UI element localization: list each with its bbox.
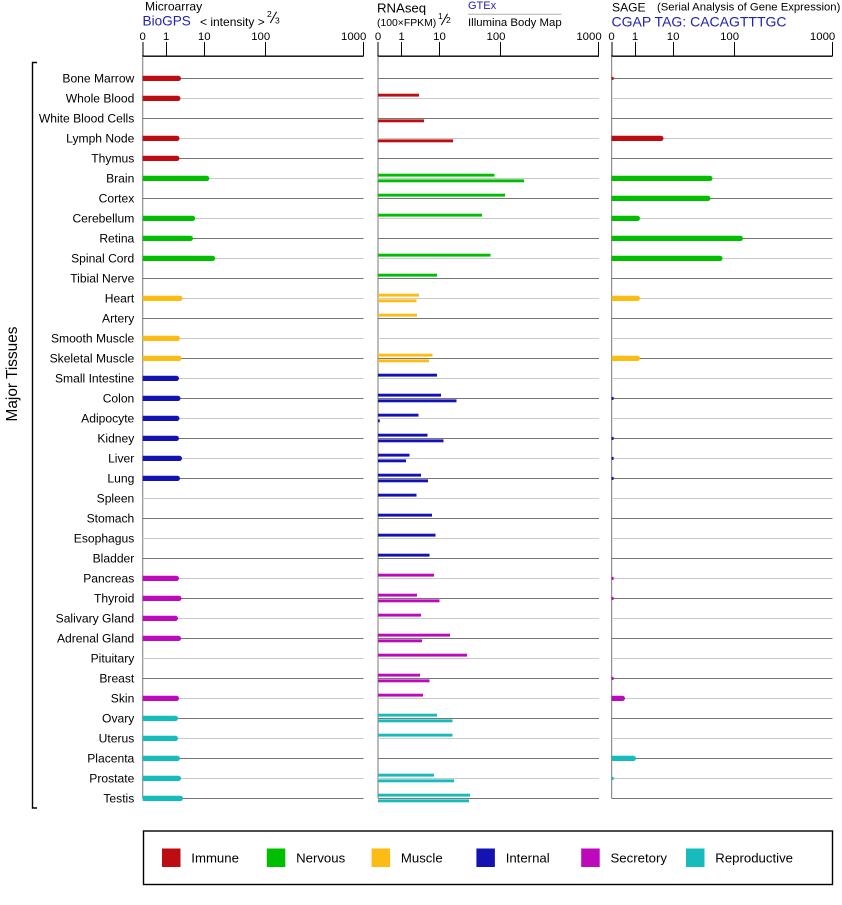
svg-text:BioGPS: BioGPS <box>143 14 191 29</box>
svg-text:Kidney: Kidney <box>97 431 135 445</box>
svg-text:Whole Blood: Whole Blood <box>66 91 135 105</box>
svg-text:2: 2 <box>446 15 451 25</box>
svg-text:White Blood Cells: White Blood Cells <box>39 111 134 125</box>
svg-text:Lung: Lung <box>107 471 134 485</box>
svg-text:Breast: Breast <box>99 671 135 685</box>
svg-text:Cerebellum: Cerebellum <box>72 211 134 225</box>
svg-text:1: 1 <box>398 31 404 43</box>
svg-text:Artery: Artery <box>102 311 135 325</box>
svg-text:Internal: Internal <box>506 851 550 866</box>
svg-text:Bladder: Bladder <box>93 551 135 565</box>
svg-text:Uterus: Uterus <box>99 731 135 745</box>
svg-text:Small Intestine: Small Intestine <box>55 371 135 385</box>
svg-text:Illumina Body Map: Illumina Body Map <box>468 17 562 29</box>
svg-text:1000: 1000 <box>810 31 835 43</box>
svg-text:Reproductive: Reproductive <box>715 851 793 866</box>
svg-text:Bone Marrow: Bone Marrow <box>62 71 134 85</box>
svg-text:Testis: Testis <box>103 791 134 805</box>
svg-text:Brain: Brain <box>106 171 134 185</box>
svg-text:0: 0 <box>375 31 381 43</box>
svg-text:10: 10 <box>433 31 446 43</box>
svg-text:(100×FPKM): (100×FPKM) <box>377 18 436 29</box>
svg-text:Pituitary: Pituitary <box>91 651 136 665</box>
svg-text:Pancreas: Pancreas <box>83 571 134 585</box>
svg-text:Spinal Cord: Spinal Cord <box>71 251 134 265</box>
svg-text:Salivary Gland: Salivary Gland <box>56 611 135 625</box>
svg-text:Smooth Muscle: Smooth Muscle <box>51 331 135 345</box>
svg-text:1: 1 <box>438 11 443 21</box>
svg-text:Heart: Heart <box>105 291 135 305</box>
svg-text:CGAP TAG: CACAGTTTGC: CGAP TAG: CACAGTTTGC <box>612 14 787 30</box>
svg-text:Skeletal Muscle: Skeletal Muscle <box>50 351 135 365</box>
svg-text:10: 10 <box>667 31 680 43</box>
svg-text:1: 1 <box>632 31 638 43</box>
svg-text:Spleen: Spleen <box>97 491 135 505</box>
svg-text:Tibial Nerve: Tibial Nerve <box>70 271 134 285</box>
svg-text:0: 0 <box>608 31 614 43</box>
svg-text:1000: 1000 <box>576 31 601 43</box>
svg-text:10: 10 <box>198 31 211 43</box>
svg-text:< intensity >: < intensity > <box>200 15 265 29</box>
svg-text:1: 1 <box>163 31 169 43</box>
svg-text:Adrenal Gland: Adrenal Gland <box>57 631 134 645</box>
svg-text:Major Tissues: Major Tissues <box>4 326 21 421</box>
svg-text:1000: 1000 <box>341 31 366 43</box>
svg-text:Secretory: Secretory <box>611 851 668 866</box>
svg-text:Placenta: Placenta <box>87 751 134 765</box>
svg-text:3: 3 <box>275 15 280 25</box>
svg-text:100: 100 <box>720 31 739 43</box>
svg-text:Colon: Colon <box>103 391 135 405</box>
svg-text:100: 100 <box>486 31 505 43</box>
svg-text:Liver: Liver <box>108 451 134 465</box>
svg-text:Nervous: Nervous <box>296 851 346 866</box>
svg-text:RNAseq: RNAseq <box>377 0 426 15</box>
svg-text:Prostate: Prostate <box>89 771 134 785</box>
svg-text:100: 100 <box>251 31 270 43</box>
svg-text:Muscle: Muscle <box>401 851 443 866</box>
svg-text:Ovary: Ovary <box>102 711 135 725</box>
svg-text:Thyroid: Thyroid <box>94 591 134 605</box>
svg-text:Immune: Immune <box>191 851 239 866</box>
svg-text:Retina: Retina <box>99 231 134 245</box>
svg-text:Adipocyte: Adipocyte <box>81 411 134 425</box>
svg-text:0: 0 <box>140 31 146 43</box>
svg-text:Microarray: Microarray <box>145 0 203 14</box>
svg-text:SAGE: SAGE <box>612 0 646 14</box>
svg-text:Skin: Skin <box>111 691 135 705</box>
svg-text:Lymph Node: Lymph Node <box>66 131 134 145</box>
svg-text:Esophagus: Esophagus <box>74 531 135 545</box>
svg-text:Stomach: Stomach <box>87 511 135 525</box>
svg-text:(Serial Analysis of Gene Expre: (Serial Analysis of Gene Expression) <box>657 2 841 14</box>
svg-text:2: 2 <box>267 9 272 19</box>
svg-text:GTEx: GTEx <box>468 0 497 12</box>
svg-text:Thymus: Thymus <box>91 151 134 165</box>
svg-text:Cortex: Cortex <box>99 191 135 205</box>
